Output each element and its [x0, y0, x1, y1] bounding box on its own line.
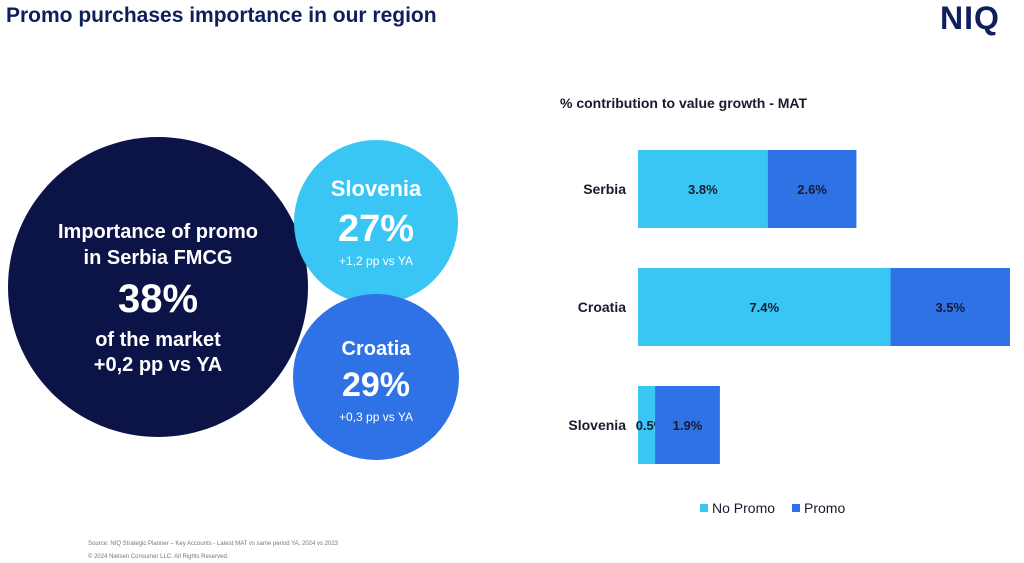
- legend-swatch: [700, 504, 708, 512]
- legend-swatch: [792, 504, 800, 512]
- serbia-bubble-line1: Importance of promo: [57, 221, 258, 243]
- niq-logo: NIQ: [940, 0, 1000, 36]
- croatia-bubble: Croatia 29% +0,3 pp vs YA: [293, 294, 459, 460]
- legend-label: Promo: [804, 500, 845, 516]
- data-label: 3.8%: [688, 182, 718, 197]
- data-label: 7.4%: [749, 300, 779, 315]
- slovenia-bubble-name: Slovenia: [330, 176, 422, 201]
- category-label: Slovenia: [568, 417, 626, 433]
- serbia-bubble: Importance of promo in Serbia FMCG 38% o…: [8, 137, 308, 437]
- croatia-bubble-value: 29%: [341, 366, 411, 404]
- bar-segment: [767, 150, 857, 228]
- footer-copyright: © 2024 Nielsen Consumer LLC. All Rights …: [88, 554, 229, 560]
- slovenia-bubble-value: 27%: [337, 208, 415, 250]
- bar-segment: [638, 268, 891, 346]
- bar-segment: [638, 386, 656, 464]
- slovenia-bubble-delta: +1,2 pp vs YA: [339, 254, 413, 268]
- bar-segment: [638, 150, 768, 228]
- serbia-bubble-line3: of the market: [95, 329, 221, 351]
- category-label: Croatia: [578, 299, 626, 315]
- bar-segment: [890, 268, 1010, 346]
- footer-source: Source: NIQ Strategic Planner – Key Acco…: [88, 541, 339, 547]
- data-label: 3.5%: [935, 300, 965, 315]
- legend-label: No Promo: [712, 500, 775, 516]
- stacked-bar-chart: Serbia 3.8% 2.6%Croatia 7.4% 3.5%Slovenia 0.5…: [568, 150, 1010, 516]
- category-label: Serbia: [583, 181, 626, 197]
- bar-segment: [655, 386, 720, 464]
- croatia-bubble-delta: +0,3 pp vs YA: [339, 410, 413, 424]
- slovenia-bubble: Slovenia 27% +1,2 pp vs YA: [294, 140, 458, 304]
- data-label: 1.9%: [673, 418, 703, 433]
- chart-title: % contribution to value growth - MAT: [560, 95, 808, 111]
- serbia-bubble-line4: +0,2 pp vs YA: [93, 354, 223, 376]
- serbia-bubble-value: 38%: [117, 277, 199, 321]
- page-title: Promo purchases importance in our region: [6, 4, 437, 27]
- serbia-bubble-line2: in Serbia FMCG: [83, 247, 233, 269]
- croatia-bubble-name: Croatia: [341, 338, 411, 360]
- data-label: 2.6%: [797, 182, 827, 197]
